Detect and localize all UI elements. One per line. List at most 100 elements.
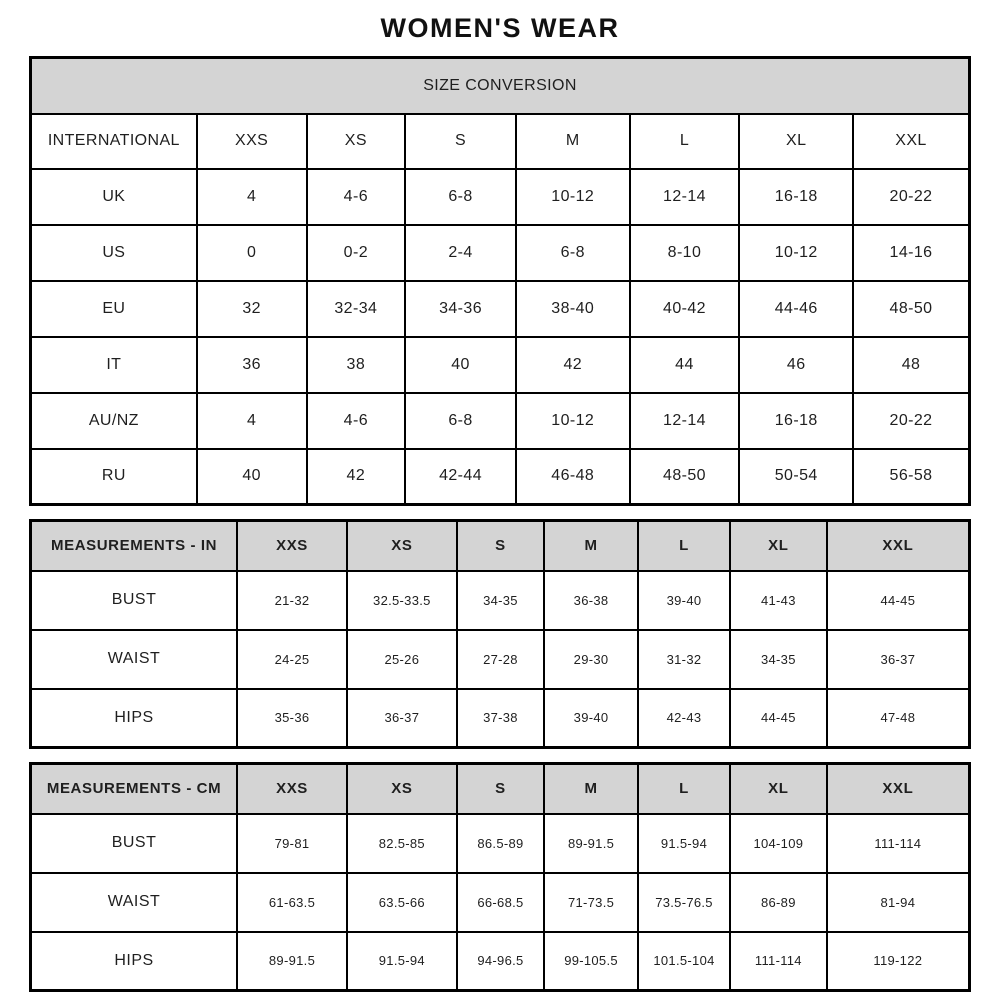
cell-value: 79-81: [236, 812, 348, 874]
cell-value: 41-43: [729, 569, 828, 631]
cell-value: 37-38: [455, 687, 546, 749]
cell-value: 10-12: [514, 167, 631, 226]
cell-value: 6-8: [404, 391, 517, 450]
cell-value: 20-22: [852, 391, 971, 450]
cell-value: 32-34: [305, 279, 407, 338]
cell-value: 48-50: [852, 279, 971, 338]
cell-value: 36-38: [543, 569, 639, 631]
cell-value: 12-14: [628, 391, 741, 450]
cell-value: 119-122: [825, 930, 971, 992]
row-label: EU: [29, 279, 198, 338]
cell-value: 63.5-66: [345, 871, 458, 933]
cell-value: 4: [195, 391, 308, 450]
cell-value: 61-63.5: [236, 871, 348, 933]
cell-value: 8-10: [628, 223, 741, 282]
cell-value: 71-73.5: [543, 871, 639, 933]
column-header-size: XXS: [236, 762, 348, 815]
cell-value: 6-8: [404, 167, 517, 226]
row-label: HIPS: [29, 930, 239, 992]
cell-value: 36: [195, 335, 308, 394]
cell-value: 91.5-94: [345, 930, 458, 992]
table-row: US 0 0-2 2-4 6-8 8-10 10-12 14-16: [29, 223, 971, 282]
cell-value: 4-6: [305, 167, 407, 226]
cell-value: 31-32: [636, 628, 732, 690]
table-row: IT 36 38 40 42 44 46 48: [29, 335, 971, 394]
column-header-size: XXS: [236, 519, 348, 572]
column-header-size: XXL: [852, 112, 971, 170]
row-label: IT: [29, 335, 198, 394]
cell-value: 86.5-89: [455, 812, 546, 874]
row-label: US: [29, 223, 198, 282]
table-row: UK 4 4-6 6-8 10-12 12-14 16-18 20-22: [29, 167, 971, 226]
cell-value: 6-8: [514, 223, 631, 282]
column-header-label: INTERNATIONAL: [29, 112, 198, 170]
cell-value: 10-12: [514, 391, 631, 450]
column-header-size: XS: [345, 519, 458, 572]
table-header-row: MEASUREMENTS - CM XXS XS S M L XL XXL: [29, 762, 971, 815]
row-label: HIPS: [29, 687, 239, 749]
cell-value: 20-22: [852, 167, 971, 226]
cell-value: 82.5-85: [345, 812, 458, 874]
cell-value: 4-6: [305, 391, 407, 450]
cell-value: 47-48: [825, 687, 971, 749]
measurements-cm-table: MEASUREMENTS - CM XXS XS S M L XL XXL BUST 79-81…: [29, 762, 971, 992]
cell-value: 56-58: [852, 447, 971, 506]
cell-value: 50-54: [738, 447, 855, 506]
cell-value: 89-91.5: [236, 930, 348, 992]
table-row: WAIST 24-25 25-26 27-28 29-30 31-32 34-35 36-37: [29, 628, 971, 690]
cell-value: 10-12: [738, 223, 855, 282]
cell-value: 27-28: [455, 628, 546, 690]
column-header-label: MEASUREMENTS - CM: [29, 762, 239, 815]
cell-value: 46: [738, 335, 855, 394]
row-label: BUST: [29, 569, 239, 631]
row-label: WAIST: [29, 628, 239, 690]
table-row: BUST 21-32 32.5-33.5 34-35 36-38 39-40 41-43 44…: [29, 569, 971, 631]
table-header-row: MEASUREMENTS - IN XXS XS S M L XL XXL: [29, 519, 971, 572]
cell-value: 40: [404, 335, 517, 394]
cell-value: 66-68.5: [455, 871, 546, 933]
column-header-size: S: [404, 112, 517, 170]
cell-value: 81-94: [825, 871, 971, 933]
row-label: BUST: [29, 812, 239, 874]
row-label: AU/NZ: [29, 391, 198, 450]
row-label: UK: [29, 167, 198, 226]
cell-value: 40-42: [628, 279, 741, 338]
cell-value: 46-48: [514, 447, 631, 506]
column-header-size: M: [543, 762, 639, 815]
cell-value: 36-37: [825, 628, 971, 690]
cell-value: 2-4: [404, 223, 517, 282]
cell-value: 4: [195, 167, 308, 226]
row-label: WAIST: [29, 871, 239, 933]
table-header-row: INTERNATIONAL XXS XS S M L XL XXL: [29, 112, 971, 170]
cell-value: 16-18: [738, 167, 855, 226]
cell-value: 34-35: [729, 628, 828, 690]
column-header-size: M: [514, 112, 631, 170]
cell-value: 39-40: [543, 687, 639, 749]
cell-value: 111-114: [729, 930, 828, 992]
table-row: WAIST 61-63.5 63.5-66 66-68.5 71-73.5 73.5-76…: [29, 871, 971, 933]
cell-value: 32.5-33.5: [345, 569, 458, 631]
measurements-in-table: MEASUREMENTS - IN XXS XS S M L XL XXL BUST 21-32…: [29, 519, 971, 749]
cell-value: 44: [628, 335, 741, 394]
cell-value: 24-25: [236, 628, 348, 690]
column-header-size: S: [455, 519, 546, 572]
cell-value: 39-40: [636, 569, 732, 631]
cell-value: 42-43: [636, 687, 732, 749]
cell-value: 94-96.5: [455, 930, 546, 992]
cell-value: 14-16: [852, 223, 971, 282]
cell-value: 48-50: [628, 447, 741, 506]
size-conversion-banner: SIZE CONVERSION: [29, 56, 971, 115]
table-row: EU 32 32-34 34-36 38-40 40-42 44-46 48-50: [29, 279, 971, 338]
size-conversion-table: SIZE CONVERSION INTERNATIONAL XXS XS S M L XL X…: [29, 56, 971, 506]
cell-value: 86-89: [729, 871, 828, 933]
cell-value: 44-45: [825, 569, 971, 631]
cell-value: 36-37: [345, 687, 458, 749]
cell-value: 38: [305, 335, 407, 394]
cell-value: 111-114: [825, 812, 971, 874]
column-header-label: MEASUREMENTS - IN: [29, 519, 239, 572]
column-header-size: XS: [305, 112, 407, 170]
column-header-size: M: [543, 519, 639, 572]
cell-value: 101.5-104: [636, 930, 732, 992]
cell-value: 48: [852, 335, 971, 394]
